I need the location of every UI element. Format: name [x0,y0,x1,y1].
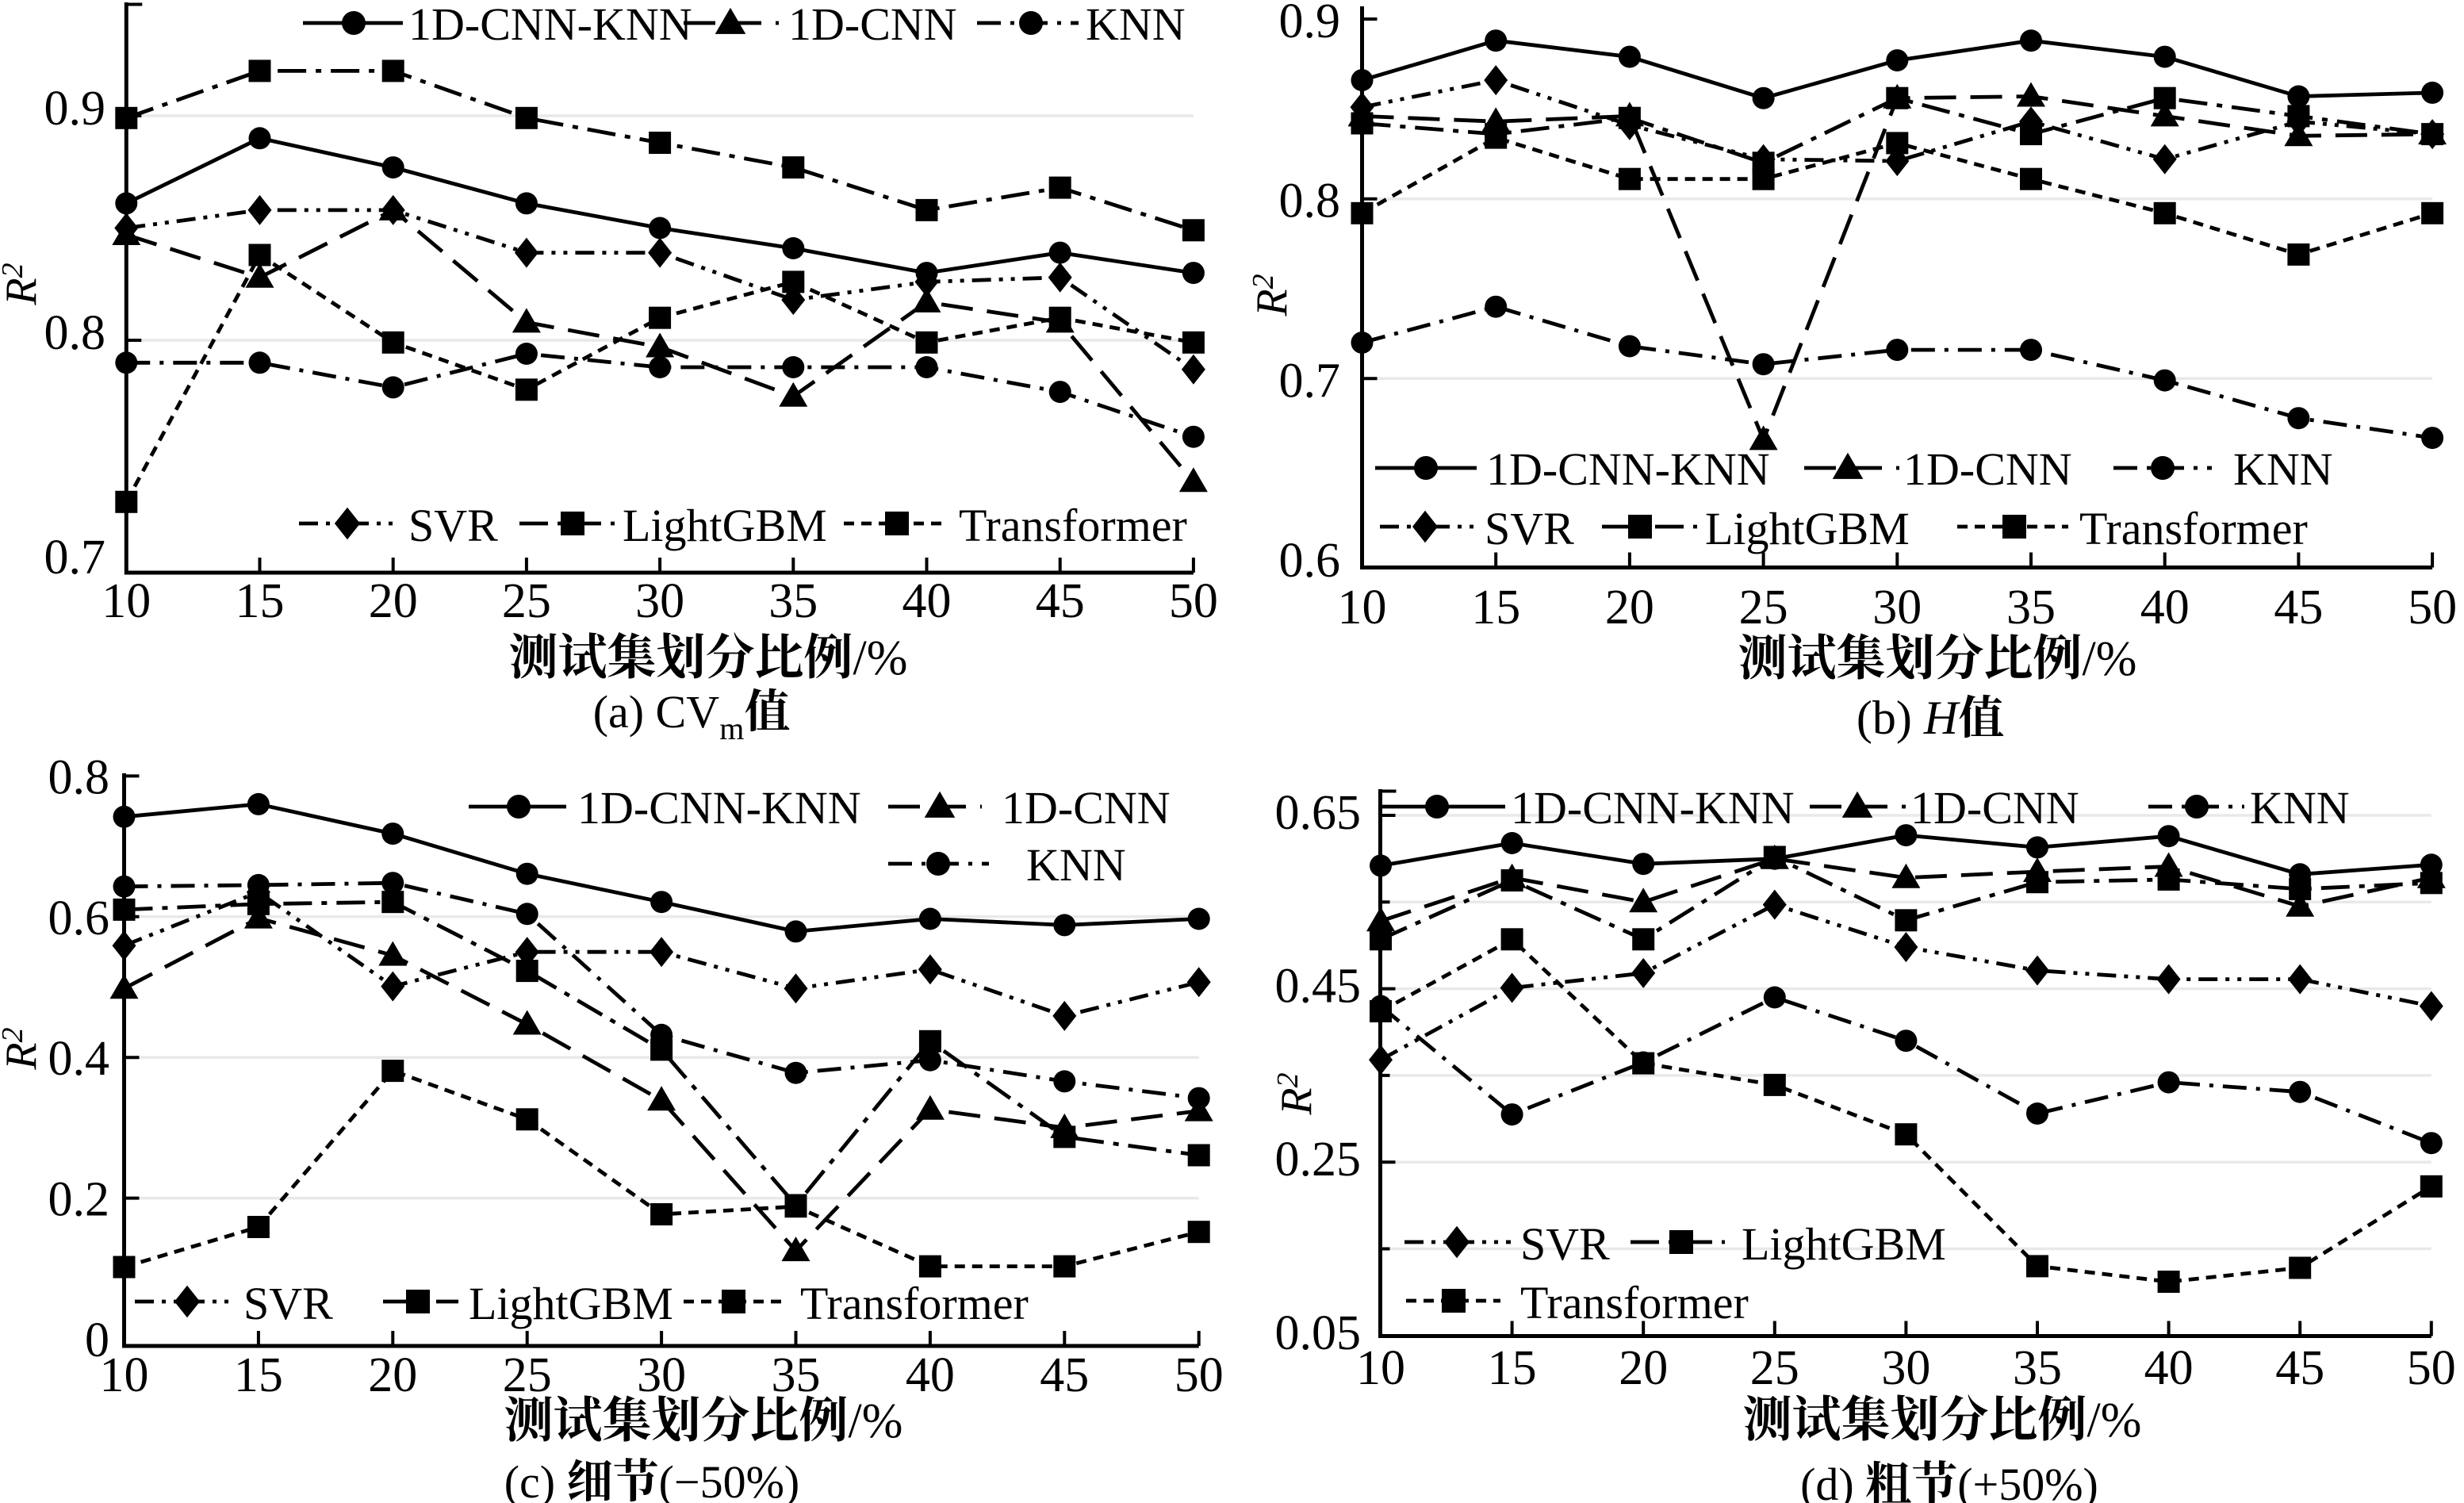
svg-text:0.8: 0.8 [44,306,106,360]
svg-text:45: 45 [1040,1348,1089,1402]
svg-text:(b): (b) [1857,692,1924,744]
svg-text:1D-CNN: 1D-CNN [1002,782,1171,834]
svg-text:1D-CNN-KNN: 1D-CNN-KNN [577,782,861,834]
svg-text:45: 45 [2274,581,2323,635]
svg-text:30: 30 [635,574,684,628]
svg-text:50: 50 [1175,1348,1224,1402]
svg-text:40: 40 [906,1348,955,1402]
svg-text:20: 20 [1619,1341,1668,1395]
svg-text:SVR: SVR [243,1278,333,1329]
svg-text:40: 40 [2140,581,2190,635]
svg-text:1D-CNN: 1D-CNN [788,0,957,50]
svg-text:0.25: 0.25 [1275,1133,1362,1187]
svg-text:30: 30 [1881,1341,1930,1395]
svg-text:Transformer: Transformer [2079,503,2308,554]
svg-text:SVR: SVR [408,500,498,551]
svg-text:0.8: 0.8 [48,750,110,804]
svg-text:45: 45 [1036,574,1085,628]
svg-text:50: 50 [2408,581,2457,635]
svg-text:10: 10 [1338,581,1387,635]
svg-text:10: 10 [1356,1341,1405,1395]
svg-text:50: 50 [1169,574,1218,628]
svg-text:15: 15 [1471,581,1520,635]
svg-text:/%: /% [853,631,908,685]
svg-text:(−50%): (−50%) [659,1456,800,1503]
svg-text:SVR: SVR [1520,1218,1610,1270]
svg-text:15: 15 [234,1348,283,1402]
svg-text:25: 25 [503,1348,552,1402]
svg-text:30: 30 [637,1348,686,1402]
svg-text:LightGBM: LightGBM [623,500,827,551]
svg-text:(d): (d) [1800,1459,1865,1503]
svg-text:40: 40 [2144,1341,2194,1395]
svg-text:0.65: 0.65 [1275,786,1362,840]
svg-text:(c): (c) [504,1456,567,1503]
svg-text:20: 20 [368,1348,417,1402]
svg-text:LightGBM: LightGBM [1705,503,1910,554]
svg-text:30: 30 [1872,581,1922,635]
svg-text:KNN: KNN [1086,0,1186,50]
svg-text:35: 35 [2013,1341,2062,1395]
svg-text:0.8: 0.8 [1279,174,1341,228]
svg-text:0.45: 0.45 [1275,960,1362,1014]
svg-text:0.2: 0.2 [48,1173,110,1227]
svg-text:Transformer: Transformer [800,1278,1029,1329]
svg-text:15: 15 [236,574,285,628]
svg-text:Transformer: Transformer [1520,1277,1749,1329]
svg-text:0: 0 [85,1313,109,1367]
svg-text:45: 45 [2275,1341,2324,1395]
svg-text:SVR: SVR [1485,503,1574,554]
svg-text:1D-CNN: 1D-CNN [1910,782,2079,834]
svg-text:15: 15 [1488,1341,1537,1395]
svg-text:m: m [719,711,744,746]
svg-text:LightGBM: LightGBM [1742,1218,1946,1270]
svg-text:KNN: KNN [1026,839,1126,891]
svg-text:35: 35 [772,1348,821,1402]
svg-text:25: 25 [1739,581,1788,635]
svg-text:0.4: 0.4 [48,1032,110,1086]
svg-text:0.9: 0.9 [1279,0,1341,48]
svg-text:35: 35 [2006,581,2056,635]
svg-text:35: 35 [768,574,818,628]
svg-text:20: 20 [369,574,418,628]
svg-text:0.7: 0.7 [44,531,106,585]
svg-text:40: 40 [902,574,952,628]
svg-text:1D-CNN-KNN: 1D-CNN-KNN [1511,782,1795,834]
svg-text:(+50%): (+50%) [1957,1459,2098,1503]
svg-text:10: 10 [102,574,151,628]
svg-text:KNN: KNN [2233,443,2333,495]
svg-text:H: H [1923,692,1961,744]
svg-text:R2: R2 [0,263,46,305]
svg-text:(a) CV: (a) CV [593,686,720,738]
svg-text:1D-CNN-KNN: 1D-CNN-KNN [1486,443,1770,495]
svg-text:0.9: 0.9 [44,82,106,136]
svg-text:KNN: KNN [2250,782,2350,834]
svg-text:/%: /% [849,1394,903,1448]
svg-text:/%: /% [2083,632,2137,686]
svg-text:50: 50 [2407,1341,2456,1395]
svg-text:0.6: 0.6 [1279,534,1341,588]
svg-text:Transformer: Transformer [959,500,1187,551]
svg-text:0.05: 0.05 [1275,1306,1362,1360]
svg-text:25: 25 [502,574,551,628]
svg-text:25: 25 [1750,1341,1799,1395]
svg-text:20: 20 [1605,581,1654,635]
svg-text:0.7: 0.7 [1279,354,1341,408]
svg-text:LightGBM: LightGBM [469,1278,673,1329]
svg-text:0.6: 0.6 [48,891,110,945]
svg-text:1D-CNN: 1D-CNN [1903,443,2072,495]
svg-text:/%: /% [2087,1394,2142,1447]
svg-text:1D-CNN-KNN: 1D-CNN-KNN [408,0,692,50]
svg-text:10: 10 [100,1348,149,1402]
